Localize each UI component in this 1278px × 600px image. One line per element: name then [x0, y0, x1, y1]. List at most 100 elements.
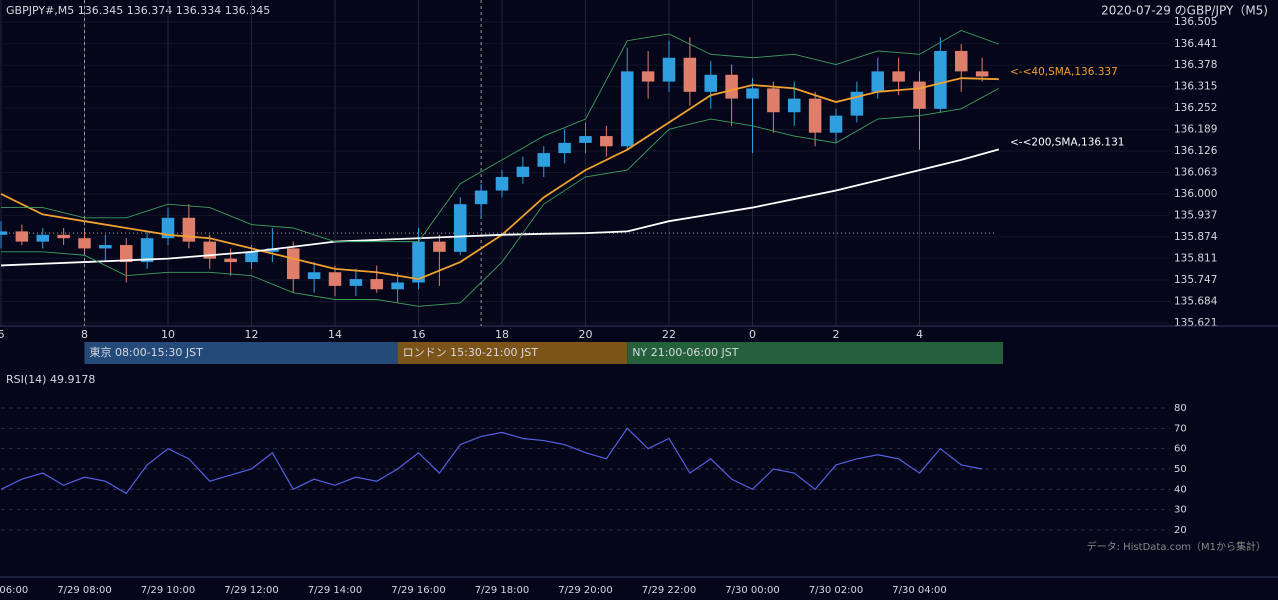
x-tick-label: 7/30 02:00: [809, 585, 863, 596]
session-bar: [84, 342, 398, 364]
y-tick-label: 30: [1174, 505, 1187, 516]
candle-body: [307, 272, 321, 280]
candle-body: [391, 282, 404, 290]
candle-body: [913, 81, 926, 109]
candle-body: [704, 74, 718, 92]
x-tick-label: 7/30 04:00: [892, 585, 946, 596]
candle-body: [182, 217, 196, 242]
y-tick-label: 136.441: [1174, 38, 1217, 50]
y-tick-label: 135.811: [1174, 252, 1217, 264]
candle-body: [15, 231, 29, 242]
candle-body: [57, 234, 70, 239]
indicator-label: <-<200,SMA,136.131: [1010, 136, 1124, 148]
candle-body: [99, 245, 112, 249]
candle-body: [892, 71, 905, 82]
candle-body: [495, 176, 509, 191]
candle-body: [746, 88, 759, 99]
header: GBPJPY#,M5 136.345 136.374 136.334 136.3…: [6, 4, 270, 17]
rsi-title: RSI(14) 49.9178: [6, 373, 95, 386]
x-tick-label: 4: [916, 328, 923, 341]
y-tick-label: 135.684: [1174, 296, 1218, 308]
candle-body: [140, 238, 154, 263]
x-tick-label: 7/29 10:00: [141, 585, 195, 596]
candle-body: [412, 241, 425, 283]
y-tick-label: 136.505: [1174, 16, 1217, 28]
y-tick-label: 135.874: [1174, 231, 1218, 243]
candle-body: [620, 71, 634, 147]
candle-body: [537, 153, 551, 167]
candle-body: [36, 234, 50, 242]
y-tick-label: 136.126: [1174, 145, 1218, 157]
session-label: ロンドン 15:30-21:00 JST: [403, 346, 539, 359]
candle-body: [579, 136, 592, 143]
x-tick-label: 7/30 00:00: [725, 585, 779, 596]
candle-body: [286, 248, 300, 280]
session-label: 東京 08:00-15:30 JST: [90, 345, 204, 359]
candle-body: [349, 279, 363, 286]
candle-body: [787, 98, 801, 113]
candle-body: [78, 238, 91, 249]
candle-body: [975, 71, 989, 77]
y-tick-label: 135.621: [1174, 317, 1217, 329]
y-tick-label: 60: [1174, 444, 1187, 455]
candle-body: [954, 50, 968, 72]
candle-body: [516, 166, 530, 177]
candle-body: [161, 217, 175, 239]
x-tick-label: 7/29 20:00: [558, 585, 612, 596]
candle-body: [558, 142, 571, 154]
y-tick-label: 20: [1174, 525, 1187, 536]
candle-body: [328, 272, 342, 286]
candle-body: [767, 88, 780, 113]
y-tick-label: 136.063: [1174, 167, 1217, 179]
candle-body: [641, 71, 655, 82]
y-tick-label: 135.937: [1174, 209, 1217, 221]
rsi-line: [0, 427, 983, 495]
candle-body: [934, 50, 947, 109]
session-label: NY 21:00-06:00 JST: [632, 346, 739, 359]
candle-body: [433, 241, 446, 252]
y-tick-label: 136.189: [1174, 124, 1217, 136]
y-tick-label: 136.252: [1174, 102, 1217, 114]
x-tick-label: 7/29 22:00: [642, 585, 696, 596]
candle-body: [224, 258, 237, 263]
x-tick-label: 7/29 12:00: [224, 585, 278, 596]
x-tick-label: 0: [749, 328, 756, 341]
x-tick-label: 10: [161, 328, 175, 341]
chart-title: 2020-07-29 のGBP/JPY（M5): [1101, 4, 1268, 18]
candle-body: [453, 204, 467, 252]
x-tick-label: 20: [579, 328, 593, 341]
candle-body: [725, 74, 738, 99]
x-tick-label: 18: [495, 328, 509, 341]
candle-body: [119, 245, 133, 263]
credit: データ: HistData.com（M1から集計）: [1087, 540, 1266, 553]
candle-body: [808, 98, 822, 133]
y-tick-label: 80: [1174, 403, 1187, 414]
x-tick-label: 7/29 14:00: [308, 585, 362, 596]
candle-body: [245, 251, 258, 263]
candle-body: [370, 279, 384, 290]
candle-body: [829, 115, 843, 133]
x-tick-label: 6: [0, 328, 5, 341]
x-tick-label: 14: [328, 328, 342, 341]
y-tick-label: 136.000: [1174, 188, 1217, 200]
x-tick-label: 8: [81, 328, 88, 341]
x-tick-label: 7/29 18:00: [475, 585, 529, 596]
candle-body: [474, 190, 488, 205]
indicator-line: [1, 88, 1000, 307]
indicator-line: [1, 30, 999, 243]
candle-body: [662, 57, 676, 82]
x-tick-label: 7/29 08:00: [57, 585, 111, 596]
x-tick-label: 22: [662, 328, 676, 341]
y-tick-label: 40: [1174, 484, 1187, 495]
x-tick-label: 7/29 16:00: [391, 585, 445, 596]
candle-body: [600, 136, 613, 147]
y-tick-label: 136.378: [1174, 59, 1217, 71]
x-tick-label: 12: [245, 328, 259, 341]
candle-body: [871, 71, 885, 92]
x-tick-label: 16: [412, 328, 426, 341]
candle-body: [683, 57, 697, 92]
session-bar: [627, 342, 1003, 364]
indicator-label: <-<40,SMA,136.337: [1010, 66, 1118, 78]
